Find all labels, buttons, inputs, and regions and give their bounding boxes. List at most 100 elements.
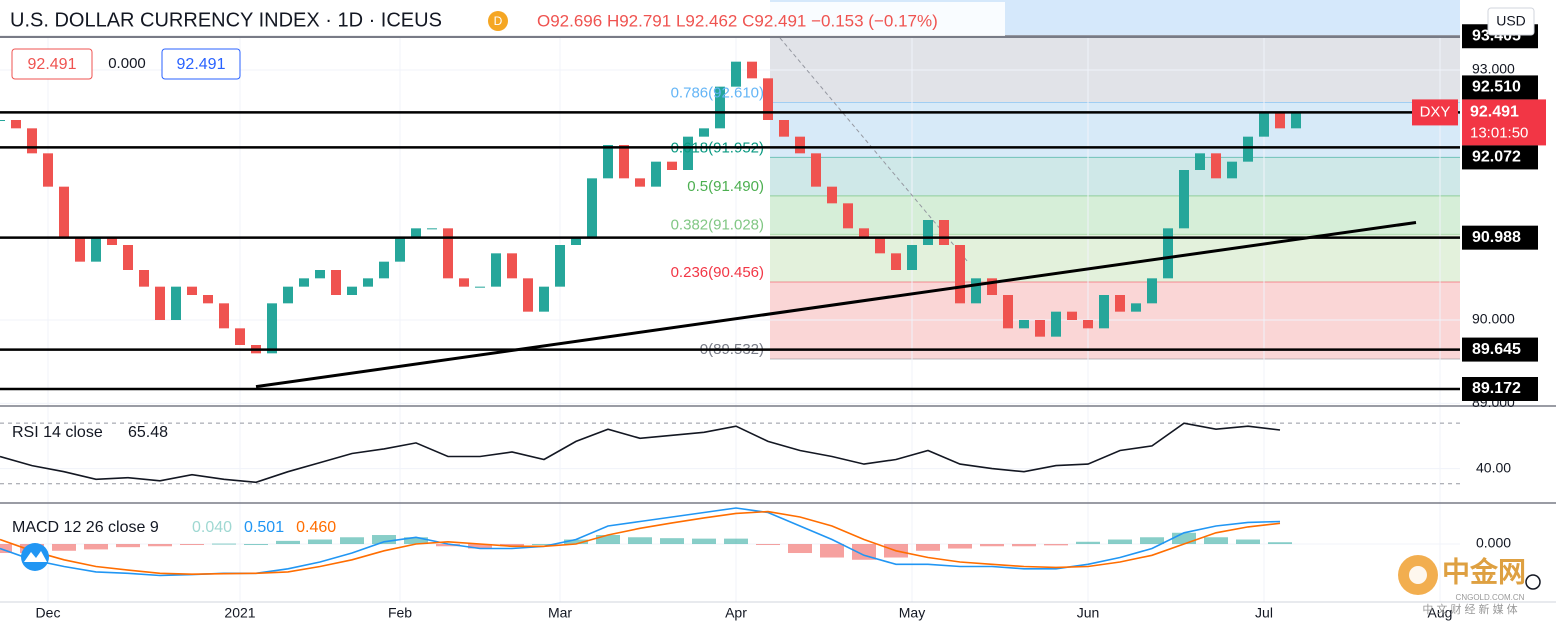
histogram-bar bbox=[244, 544, 268, 546]
candle bbox=[907, 245, 917, 270]
candle bbox=[1035, 320, 1045, 337]
currency: USD bbox=[1496, 13, 1526, 29]
price-tag-bg bbox=[1462, 145, 1538, 170]
candle bbox=[1115, 295, 1125, 312]
indicator-line bbox=[0, 510, 1281, 576]
histogram-bar bbox=[116, 544, 140, 548]
candle bbox=[763, 78, 773, 120]
histogram-bar bbox=[820, 544, 844, 558]
candle bbox=[171, 286, 181, 320]
candle bbox=[459, 278, 469, 287]
histogram-bar bbox=[564, 539, 588, 545]
countdown: 13:01:50 bbox=[1470, 124, 1528, 141]
histogram-bar bbox=[948, 544, 972, 549]
candle bbox=[219, 303, 229, 329]
histogram-bar bbox=[276, 540, 300, 545]
candle bbox=[1131, 303, 1141, 312]
candle bbox=[443, 228, 453, 279]
histogram-bar bbox=[692, 538, 716, 545]
macd-legend-value: 0.460 bbox=[296, 519, 336, 536]
candle bbox=[0, 120, 5, 121]
fib-zone bbox=[770, 36, 1460, 103]
candle bbox=[1211, 153, 1221, 179]
histogram-bar bbox=[148, 544, 172, 547]
x-tick-label: Dec bbox=[36, 605, 61, 621]
fib-label: 0.5(91.490) bbox=[687, 178, 764, 195]
histogram-bar bbox=[1236, 539, 1260, 545]
price-tag-bg bbox=[1462, 377, 1538, 401]
candle bbox=[507, 253, 517, 279]
candle bbox=[75, 236, 85, 262]
histogram-bar bbox=[436, 544, 460, 547]
price-tag-bg bbox=[1462, 75, 1538, 100]
x-tick-label: Aug bbox=[1428, 605, 1453, 621]
candle bbox=[267, 303, 277, 354]
watermark-name: 中金网 bbox=[1442, 555, 1526, 587]
candle bbox=[123, 245, 133, 270]
candle bbox=[523, 278, 533, 312]
histogram-bar bbox=[1140, 537, 1164, 545]
candle bbox=[1067, 311, 1077, 320]
candle bbox=[1195, 153, 1205, 170]
candle bbox=[59, 186, 69, 237]
candle bbox=[107, 236, 117, 245]
histogram-bar bbox=[372, 535, 396, 545]
y-tick-label: 0.000 bbox=[1476, 535, 1511, 551]
candle bbox=[571, 236, 581, 245]
overlay: 0(89.532)0.236(90.456)0.382(91.028)0.5(9… bbox=[0, 35, 1460, 536]
x-tick-label: Mar bbox=[548, 605, 572, 621]
price-tag: 89.172 bbox=[1472, 380, 1521, 397]
histogram-bar bbox=[756, 544, 780, 546]
candle bbox=[315, 270, 325, 279]
candle bbox=[667, 161, 677, 170]
histogram-bar bbox=[1012, 544, 1036, 547]
price-tag: 92.510 bbox=[1472, 79, 1521, 96]
axes: Dec 2021 Feb Mar Apr May Jun Jul Aug 93.000 90.000… bbox=[36, 24, 1546, 621]
candle bbox=[1275, 111, 1285, 129]
ohlc: O92.696 H92.791 L92.462 C92.491 −0.153 (… bbox=[537, 11, 938, 30]
candle bbox=[971, 278, 981, 304]
macd-legend-value: 0.501 bbox=[244, 519, 284, 536]
bid-box[interactable] bbox=[11, 48, 93, 80]
brand-logo-mark bbox=[24, 551, 47, 562]
fib-zone bbox=[770, 157, 1460, 196]
watermark-domain: CNGOLD.COM.CN bbox=[1456, 593, 1525, 602]
x-tick-label: Feb bbox=[388, 605, 412, 621]
x-tick-label: Apr bbox=[725, 605, 747, 621]
candle bbox=[795, 136, 805, 154]
histogram-bar bbox=[52, 544, 76, 551]
candle bbox=[491, 253, 501, 287]
ask-box[interactable] bbox=[161, 48, 241, 80]
price-tag-bg bbox=[1462, 99, 1546, 146]
candle bbox=[1019, 320, 1029, 329]
candle bbox=[987, 278, 997, 295]
histogram-bar bbox=[1044, 544, 1068, 546]
candle bbox=[299, 278, 309, 287]
histogram-bar bbox=[980, 544, 1004, 547]
candle bbox=[635, 178, 645, 187]
candle bbox=[923, 220, 933, 245]
candle bbox=[555, 245, 565, 287]
histogram-bar bbox=[788, 544, 812, 554]
histogram-bar bbox=[724, 538, 748, 545]
trend-line bbox=[255, 221, 1417, 389]
fib-zone bbox=[770, 195, 1460, 235]
candle bbox=[91, 236, 101, 262]
candle bbox=[43, 153, 53, 187]
settings-icon[interactable] bbox=[1525, 574, 1541, 590]
price-tag: 90.988 bbox=[1472, 229, 1521, 246]
histogram-bar bbox=[84, 544, 108, 550]
candle bbox=[811, 153, 821, 187]
candle bbox=[539, 286, 549, 312]
price-tag: 92.491 bbox=[1470, 104, 1519, 121]
histogram-bar bbox=[1108, 539, 1132, 545]
histogram-bar bbox=[0, 544, 12, 554]
x-tick-label: Jul bbox=[1255, 605, 1273, 621]
candle bbox=[1227, 161, 1237, 179]
histogram-bar bbox=[1076, 541, 1100, 545]
currency-box[interactable] bbox=[1487, 7, 1535, 36]
candle bbox=[139, 270, 149, 287]
candle bbox=[155, 286, 165, 320]
